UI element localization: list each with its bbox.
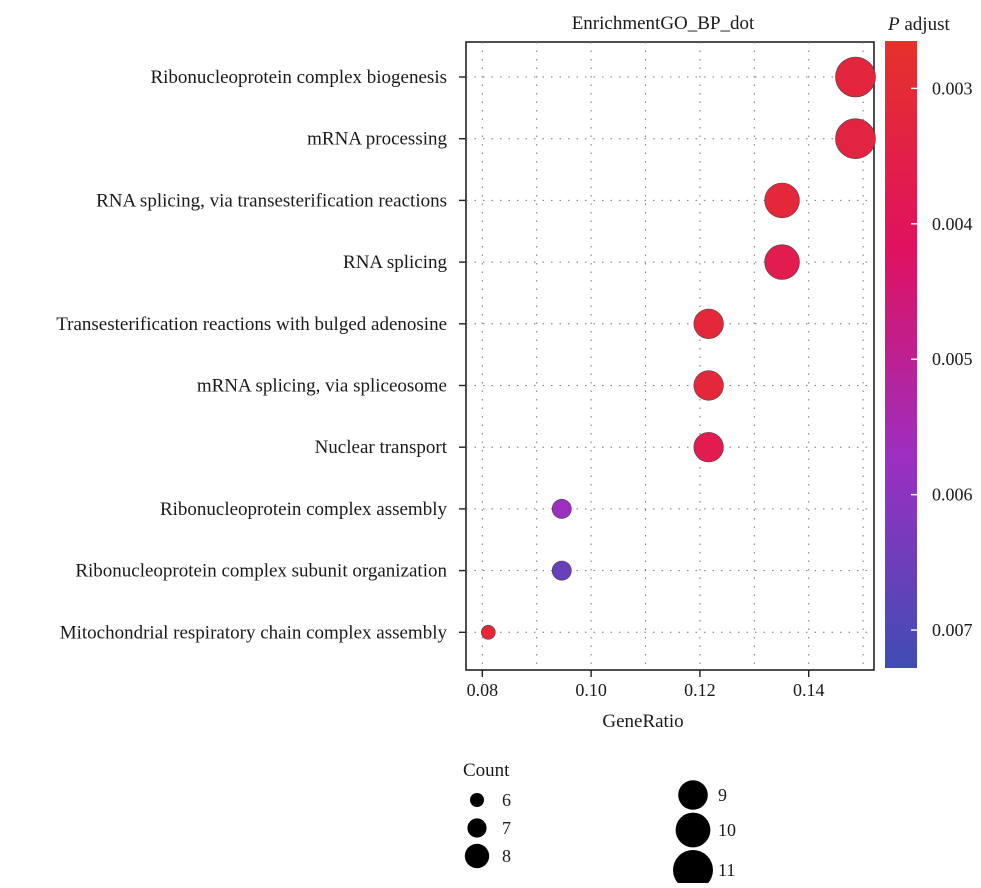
data-point: [693, 432, 724, 463]
data-point: [481, 624, 496, 640]
x-tick-label: 0.08: [467, 680, 499, 700]
category-label: Mitochondrial respiratory chain complex …: [60, 622, 448, 643]
color-bar-tick-label: 0.005: [932, 349, 973, 369]
color-legend-title: P adjust: [887, 14, 950, 35]
plot-frame: [465, 41, 875, 671]
size-legend-circle: [470, 793, 484, 807]
size-legend-circle: [673, 850, 713, 888]
category-label: RNA splicing, via transesterification re…: [96, 190, 447, 211]
size-legend-circle: [675, 812, 711, 848]
size-legend-circle: [467, 818, 487, 838]
size-legend-label: 9: [718, 785, 727, 805]
data-point: [551, 560, 572, 581]
category-label: Transesterification reactions with bulge…: [56, 314, 447, 335]
grid-lines: [466, 42, 874, 670]
color-legend: 0.003 0.004 0.005 0.006 0.007 P adjust: [885, 14, 973, 668]
x-axis-title: GeneRatio: [602, 711, 683, 732]
color-bar-tick-label: 0.007: [932, 620, 973, 640]
category-label: Nuclear transport: [315, 437, 448, 458]
size-legend: Count 6 7 8 9 10 11: [463, 760, 736, 888]
category-label: Ribonucleoprotein complex assembly: [160, 499, 448, 520]
x-tick-label: 0.10: [575, 680, 607, 700]
data-point: [551, 498, 572, 519]
data-point: [693, 370, 724, 401]
color-bar-tick-label: 0.003: [932, 78, 973, 98]
category-label: Ribonucleoprotein complex subunit organi…: [75, 561, 447, 582]
chart-title: EnrichmentGO_BP_dot: [572, 13, 755, 34]
size-legend-title: Count: [463, 760, 510, 781]
color-bar-tick-label: 0.006: [932, 485, 973, 505]
size-legend-circle: [464, 843, 490, 869]
category-label: Ribonucleoprotein complex biogenesis: [150, 67, 447, 88]
x-tick-label: 0.12: [684, 680, 716, 700]
size-legend-label: 6: [502, 790, 511, 810]
size-legend-label: 7: [502, 818, 511, 838]
data-point: [764, 244, 800, 280]
color-bar-tick-label: 0.004: [932, 214, 973, 234]
size-legend-label: 10: [718, 820, 736, 840]
size-legend-label: 11: [718, 860, 735, 880]
category-label: RNA splicing: [343, 252, 447, 273]
color-bar: [885, 41, 917, 668]
x-axis: 0.08 0.10 0.12 0.14: [467, 670, 825, 700]
size-legend-circle: [678, 780, 708, 810]
x-tick-label: 0.14: [793, 680, 825, 700]
data-point: [693, 308, 724, 339]
data-point: [764, 182, 800, 219]
size-legend-label: 8: [502, 846, 511, 866]
category-label: mRNA splicing, via spliceosome: [197, 376, 447, 397]
data-point: [835, 118, 876, 159]
data-point: [835, 56, 876, 98]
category-label: mRNA processing: [307, 129, 447, 150]
data-points: [481, 56, 876, 640]
category-labels: Ribonucleoprotein complex biogenesis mRNA…: [56, 67, 466, 643]
